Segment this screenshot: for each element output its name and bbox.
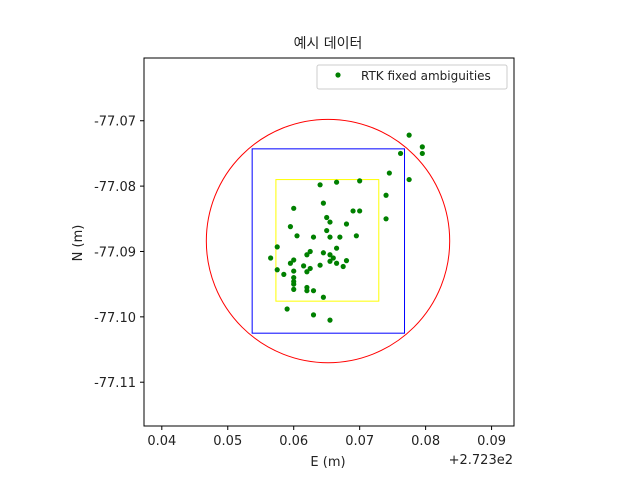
x-axis-label: E (m) <box>310 455 345 470</box>
x-tick-label: 0.05 <box>213 434 242 449</box>
y-tick-label: -77.11 <box>94 376 136 391</box>
data-point <box>291 275 297 281</box>
data-point <box>357 208 363 214</box>
data-point <box>419 144 425 150</box>
x-tick-label: 0.07 <box>345 434 374 449</box>
data-point <box>304 269 310 275</box>
data-point <box>287 224 294 230</box>
data-point <box>343 221 350 227</box>
data-point <box>317 262 323 268</box>
data-point <box>291 257 297 263</box>
x-tick-label: 0.08 <box>411 434 440 449</box>
x-tick-label: 0.06 <box>279 434 308 449</box>
data-point <box>353 233 359 239</box>
data-point <box>281 271 287 277</box>
data-point <box>287 260 294 266</box>
data-point <box>268 255 274 261</box>
data-point <box>357 178 363 184</box>
data-point <box>310 312 317 318</box>
legend-marker-rtk <box>335 72 341 78</box>
data-points <box>268 132 425 323</box>
y-tick-label: -77.10 <box>94 311 136 326</box>
data-point <box>317 182 323 188</box>
data-point <box>327 219 333 225</box>
data-point <box>327 317 333 323</box>
data-point <box>327 252 333 258</box>
data-point <box>406 176 412 183</box>
data-point <box>340 263 346 270</box>
data-point <box>324 227 330 234</box>
data-point <box>327 258 333 264</box>
data-point <box>324 214 330 221</box>
data-point <box>307 265 313 272</box>
data-point <box>406 132 412 138</box>
y-axis-ticks: -77.07 -77.08 -77.09 -77.10 -77.11 <box>94 115 144 391</box>
data-point <box>330 255 336 261</box>
data-point <box>320 294 326 300</box>
data-point <box>301 263 307 269</box>
legend-box <box>316 64 508 90</box>
y-tick-label: -77.07 <box>94 115 136 130</box>
legend: RTK fixed ambiguities <box>316 64 508 90</box>
data-point <box>284 306 290 312</box>
y-tick-label: -77.08 <box>94 180 136 195</box>
data-point <box>333 179 340 185</box>
y-axis-label: N (m) <box>71 225 86 262</box>
overlay-rectangle-2 <box>275 179 380 302</box>
overlay-rectangle-1 <box>251 148 406 334</box>
data-point <box>350 208 356 214</box>
x-offset-label: +2.723e2 <box>449 453 513 468</box>
data-point <box>274 267 280 273</box>
data-point <box>274 244 280 250</box>
data-point <box>419 150 425 157</box>
legend-label-rtk: RTK fixed ambiguities <box>361 69 491 83</box>
data-point <box>383 216 389 222</box>
data-point <box>327 234 333 240</box>
data-point <box>291 281 297 287</box>
data-point <box>291 286 297 292</box>
y-tick-label: -77.09 <box>94 245 136 260</box>
data-point <box>333 260 340 266</box>
chart-title: 예시 데이터 <box>294 36 363 52</box>
plot-clip-group <box>205 118 451 364</box>
overlay-circle <box>205 118 451 364</box>
data-point <box>383 192 389 198</box>
x-tick-label: 0.04 <box>147 434 176 449</box>
data-point <box>307 248 313 255</box>
data-point <box>397 150 404 157</box>
data-point <box>304 252 310 258</box>
data-point <box>333 245 340 251</box>
x-axis-ticks: 0.04 0.05 0.06 0.07 0.08 0.09 <box>147 426 506 449</box>
data-point <box>304 288 310 294</box>
plot-frame <box>143 57 515 427</box>
data-point <box>291 268 297 274</box>
data-point <box>310 234 317 240</box>
data-point <box>320 250 326 256</box>
data-point <box>320 200 326 206</box>
overlay-shapes <box>205 118 451 364</box>
data-point <box>294 233 300 239</box>
data-point <box>386 170 392 176</box>
data-point <box>337 234 343 240</box>
x-tick-label: 0.09 <box>477 434 506 449</box>
data-point <box>343 258 350 264</box>
data-point <box>291 205 297 211</box>
data-point <box>310 288 317 294</box>
